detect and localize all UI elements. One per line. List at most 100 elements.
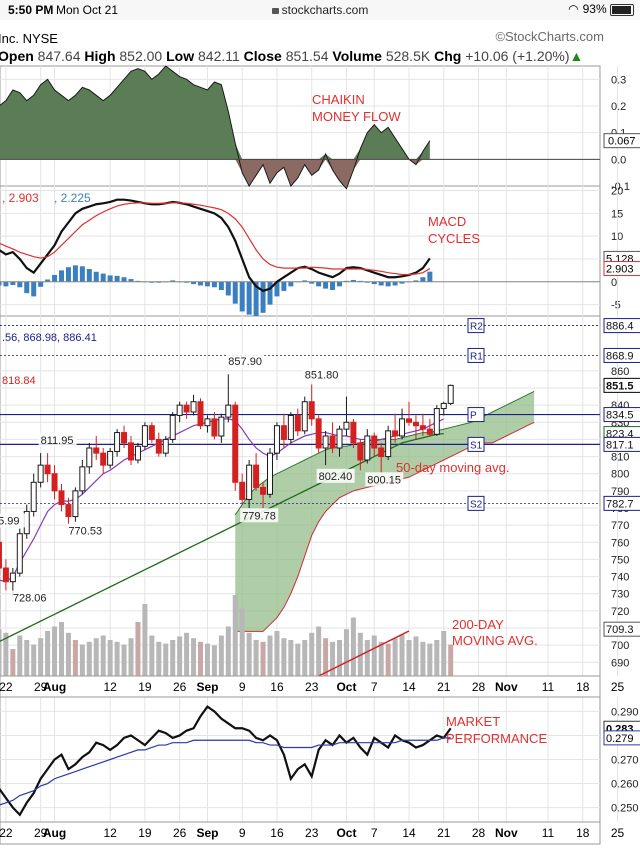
macd-histogram-bar	[107, 275, 113, 282]
candle-body	[128, 442, 134, 461]
x-tick-label: 29	[34, 680, 48, 694]
candle-body	[9, 572, 16, 583]
stockcharts-logo[interactable]: ©StockCharts.com	[495, 29, 604, 44]
volume-bar	[156, 641, 162, 676]
volume-bar	[3, 632, 9, 676]
pivot-tag-box-r2	[467, 318, 485, 334]
candle-body	[79, 466, 86, 492]
performance-line-0	[0, 705, 452, 817]
pivot-tag-s1: S1	[470, 440, 483, 451]
x-tick-label: 21	[437, 826, 451, 840]
price-annotation: 802.40	[319, 471, 353, 483]
volume-bar	[198, 641, 203, 676]
volume-label: Volume	[332, 48, 382, 64]
volume-bar	[302, 640, 308, 676]
volume-bar	[86, 641, 92, 676]
volume-bar	[330, 641, 336, 676]
macd-histogram-bar	[100, 273, 106, 282]
volume-bar	[288, 640, 294, 676]
cmf-negative-area	[0, 159, 430, 189]
volume-bar	[406, 640, 412, 676]
candle-body	[0, 541, 2, 569]
price-tick-label: 770	[611, 520, 629, 532]
open-value: 847.64	[37, 48, 81, 64]
candle-body	[204, 418, 211, 427]
price-right-label: 851.5	[606, 380, 634, 392]
volume-bar	[65, 632, 71, 676]
volume-bar	[128, 638, 134, 676]
low-value: 842.11	[198, 48, 240, 64]
pivot-tag-box-s1	[467, 436, 485, 452]
battery-icon	[610, 3, 634, 16]
candle-body	[329, 435, 336, 449]
macd-histogram-bar	[225, 281, 231, 296]
price-tick-label: 700	[611, 640, 629, 652]
ichimoku-cloud	[235, 391, 535, 632]
candle-body	[426, 428, 433, 435]
cmf-tick-label: 0.3	[611, 74, 626, 86]
chart-header: Inc. NYSE ©StockCharts.com Open 847.64 H…	[0, 21, 640, 67]
volume-bar	[135, 622, 141, 676]
x-tick-label: Aug	[43, 680, 66, 694]
macd-histogram-bar	[114, 275, 120, 282]
price-right-label: 709.3	[606, 624, 634, 636]
chg-value: +10.06 (+1.20%)	[465, 48, 570, 64]
x-tick-label: 9	[239, 680, 246, 694]
candle-body	[225, 404, 232, 418]
macd-histogram-bar	[267, 281, 273, 305]
macd-histogram-bar	[427, 271, 433, 282]
x-tick-label: 19	[138, 826, 152, 840]
address-bar[interactable]: stockcharts.com	[0, 3, 640, 17]
macd-histogram-bar	[191, 281, 197, 285]
x-tick-label: 9	[239, 826, 246, 840]
candle-body	[406, 418, 412, 423]
pivot-tag-box-s2	[467, 495, 485, 511]
x-tick-label: Aug	[43, 826, 66, 840]
volume-bar	[225, 626, 231, 676]
perf-tick-label: 0.270	[611, 755, 639, 767]
price-right-label-box	[603, 495, 640, 511]
macd-histogram-bar	[10, 281, 16, 285]
candle-body	[399, 418, 406, 437]
status-time: 5:50 PM	[8, 3, 54, 17]
x-tick-label: 16	[270, 826, 284, 840]
volume-bar	[59, 622, 64, 676]
candle-body	[183, 404, 190, 413]
price-annotation: 857.90	[228, 356, 262, 368]
volume-bar	[191, 638, 197, 676]
macd-histogram-bar	[3, 281, 9, 287]
price-annotation: 779.78	[242, 510, 276, 522]
chg-label: Chg	[434, 48, 462, 64]
candle-body	[412, 421, 419, 427]
macd-histogram-bar	[413, 280, 419, 282]
x-axis-strip	[0, 821, 601, 845]
macd-histogram-bar	[0, 281, 2, 286]
macd-histogram-bar	[232, 281, 238, 304]
sma200-label-1: 200-DAY	[452, 617, 504, 632]
battery-percent: 93%	[582, 2, 607, 16]
volume-bar	[420, 641, 426, 676]
macd-title: MACD	[428, 214, 466, 229]
candle-body	[30, 481, 37, 512]
candle-body	[433, 408, 440, 435]
price-annotation-bg	[240, 508, 279, 523]
candle-body	[232, 404, 239, 483]
volume-bar	[10, 649, 16, 676]
macd-histogram-bar	[392, 281, 398, 286]
volume-bar	[0, 629, 2, 676]
candle-body	[260, 486, 267, 495]
volume-bar	[378, 641, 384, 676]
candle-body	[294, 414, 301, 432]
macd-histogram-bar	[350, 279, 356, 282]
macd-histogram-bar	[86, 269, 92, 282]
candle-body	[336, 428, 343, 449]
perf-tick-label: 0.290	[611, 706, 639, 718]
volume-bar	[246, 632, 252, 676]
volume-bar	[343, 629, 349, 676]
macd-histogram-bar	[378, 281, 384, 286]
price-right-label: 834.5	[606, 410, 634, 422]
pivot-tag-box-r1	[467, 347, 485, 363]
low-label: Low	[166, 48, 195, 64]
macd-legend-1: , 2.903	[2, 191, 39, 205]
